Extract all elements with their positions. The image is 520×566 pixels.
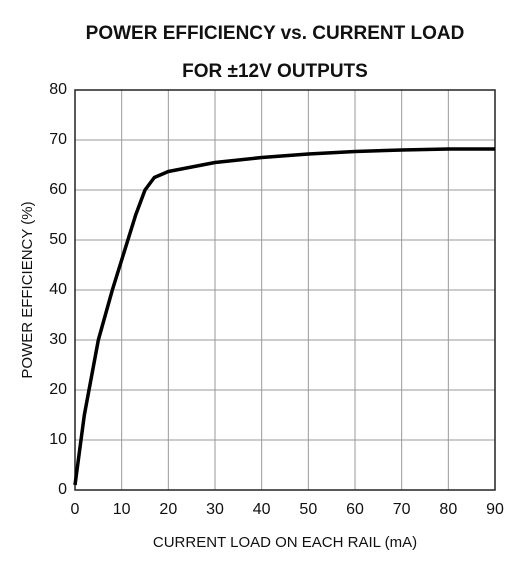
x-tick-label: 40 [253,501,271,518]
y-tick-label: 20 [49,381,67,398]
y-tick-label: 30 [49,331,67,348]
y-tick-label: 50 [49,231,67,248]
x-tick-label: 50 [299,501,317,518]
x-tick-label: 60 [346,501,364,518]
chart-title: POWER EFFICIENCY vs. CURRENT LOAD [86,23,465,44]
y-tick-label: 60 [49,181,67,198]
x-tick-label: 30 [206,501,224,518]
chart-subtitle: FOR ±12V OUTPUTS [182,61,368,82]
y-tick-label: 0 [58,481,67,498]
x-tick-label: 70 [393,501,411,518]
x-tick-label: 90 [486,501,504,518]
x-axis-label: CURRENT LOAD ON EACH RAIL (mA) [153,534,417,551]
x-tick-label: 0 [71,501,80,518]
x-tick-label: 10 [113,501,131,518]
x-tick-label: 20 [159,501,177,518]
y-axis-label: POWER EFFICIENCY (%) [19,201,36,378]
plot-frame [74,89,496,491]
y-tick-label: 80 [49,81,67,98]
y-tick-label: 10 [49,431,67,448]
data-line [73,147,495,486]
x-tick-label: 80 [439,501,457,518]
y-tick-label: 70 [49,131,67,148]
y-tick-label: 40 [49,281,67,298]
